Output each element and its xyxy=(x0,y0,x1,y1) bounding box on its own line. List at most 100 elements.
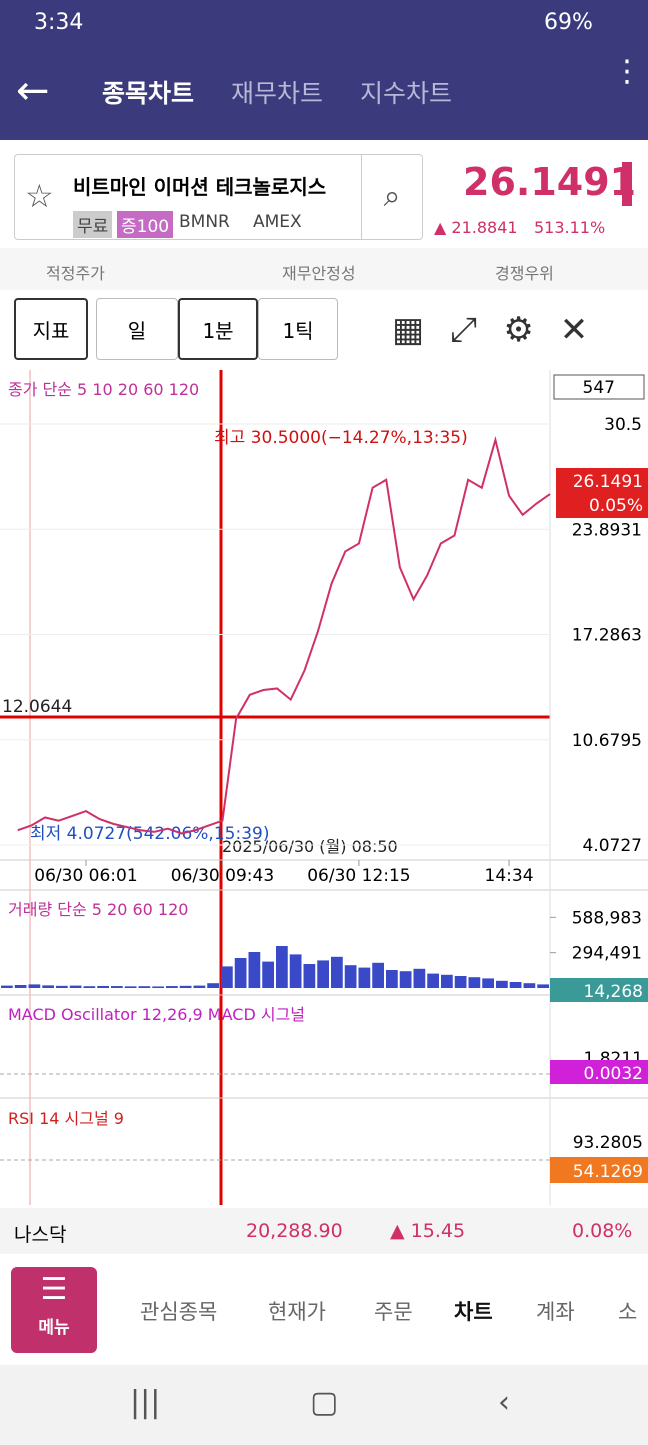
price-line xyxy=(17,436,551,835)
volume-bar xyxy=(537,984,549,988)
volume-bar xyxy=(386,970,398,988)
period-button[interactable]: 일 xyxy=(96,298,178,360)
change-pct: 513.11% xyxy=(534,218,606,237)
tab[interactable]: 종목차트 xyxy=(102,79,195,108)
back-button[interactable]: ← xyxy=(16,68,50,114)
rsi-last-box xyxy=(550,1157,648,1183)
volume-bar xyxy=(496,980,508,988)
x-tick-label: 06/30 06:01 xyxy=(34,866,137,886)
macd-legend: MACD Oscillator 12,26,9 MACD 시그널 xyxy=(8,1005,305,1024)
search-button[interactable]: ⌕ xyxy=(361,155,422,239)
period-button[interactable]: 1분 xyxy=(178,298,258,360)
chart: 종가 단순 5 10 20 60 120 547 최고 30.5000(−14.… xyxy=(0,370,648,1205)
volume-bar xyxy=(166,986,178,988)
volume-bar xyxy=(83,986,96,988)
y-tick-label: 23.8931 xyxy=(572,520,642,540)
high-annotation: 최고 30.5000(−14.27%,13:35) xyxy=(214,428,468,448)
info-tab[interactable]: 적정주가 xyxy=(46,264,105,283)
stock-box[interactable]: ☆ 비트마인 이머션 테크놀로지스 무료 증100 BMNR AMEX ⌕ xyxy=(14,154,423,240)
price: 26.1491 xyxy=(463,160,637,204)
volume-bar xyxy=(111,986,123,988)
ticker-price: 20,288.90 xyxy=(246,1220,343,1242)
system-nav: ||| ▢ ‹ xyxy=(0,1365,648,1445)
y-tick-label: 10.6795 xyxy=(572,731,642,751)
volume-bar xyxy=(482,978,494,988)
nav-item[interactable]: 주문 xyxy=(374,1300,413,1324)
macd-last-box xyxy=(550,1060,648,1084)
nav-item[interactable]: 관심종목 xyxy=(140,1300,218,1324)
tab[interactable]: 지수차트 xyxy=(360,79,453,108)
ticker-change: ▲ 15.45 xyxy=(390,1220,466,1242)
ticker[interactable]: 나스닥 20,288.90 ▲ 15.45 0.08% xyxy=(0,1208,648,1254)
tab[interactable]: 재무차트 xyxy=(231,79,324,108)
last-change: 0.05% xyxy=(589,496,643,516)
back-nav[interactable]: ‹ xyxy=(498,1385,510,1420)
macd-last: 0.0032 xyxy=(584,1064,643,1084)
x-tick-label: 06/30 12:15 xyxy=(307,866,410,886)
volume-bar xyxy=(262,961,274,988)
tag: BMNR xyxy=(179,212,230,232)
y-tick-label: 4.0727 xyxy=(583,836,642,856)
volume-bar xyxy=(1,985,13,988)
ticker-name: 나스닥 xyxy=(14,1224,67,1246)
x-tick-label: 14:34 xyxy=(485,866,534,886)
last-price: 26.1491 xyxy=(573,472,643,492)
toolbar-icons[interactable]: ▦⤢⚙✕ xyxy=(392,310,615,350)
volume-bar xyxy=(427,973,439,988)
volume-bar xyxy=(248,952,261,988)
star-icon[interactable]: ☆ xyxy=(25,177,54,215)
app-header: 3:34 69% ← 종목차트 재무차트 지수차트 ⋮ xyxy=(0,0,648,140)
menu-button[interactable]: ☰ 메뉴 xyxy=(11,1267,97,1353)
volume-bar xyxy=(331,956,343,988)
info-tab[interactable]: 재무안정성 xyxy=(282,264,356,283)
volume-bar xyxy=(344,965,357,988)
nav-item[interactable]: 현재가 xyxy=(268,1300,326,1324)
y-tick-label: 588,983 xyxy=(572,908,642,928)
volume-bar xyxy=(523,983,536,988)
volume-bar xyxy=(221,966,233,988)
nav-item[interactable]: 차트 xyxy=(454,1300,493,1324)
rsi-last: 54.1269 xyxy=(573,1162,643,1182)
tag: 증100 xyxy=(117,211,174,238)
volume-bar xyxy=(454,976,467,988)
volume-bar xyxy=(372,962,384,988)
indicator-button[interactable]: 지표 xyxy=(14,298,88,360)
volume-bar xyxy=(42,985,54,988)
volume-bar xyxy=(179,985,192,988)
volume-bar xyxy=(28,984,41,988)
volume-bar xyxy=(509,982,522,988)
home-button[interactable]: ▢ xyxy=(310,1385,339,1420)
low-annotation: 최저 4.0727(542.06%,15:39) xyxy=(30,824,269,844)
volume-bar xyxy=(234,958,247,988)
volume-bar xyxy=(276,946,288,988)
volume-last-box xyxy=(550,978,648,1002)
volume-bar xyxy=(193,985,206,988)
nav-item[interactable]: 계좌 xyxy=(536,1300,575,1324)
more-button[interactable]: ⋮ xyxy=(612,54,642,89)
volume-last: 14,268 xyxy=(584,982,643,1002)
volume-bar xyxy=(413,968,426,988)
rsi-tick: 93.2805 xyxy=(573,1133,643,1153)
volume-bar xyxy=(289,954,302,988)
legend: 종가 단순 5 10 20 60 120 xyxy=(8,380,199,399)
nav-item[interactable]: 소 xyxy=(618,1300,638,1324)
crosshair-time: 2025/06/30 (월) 08:50 xyxy=(222,837,398,856)
box xyxy=(553,374,645,400)
stock-name: 비트마인 이머션 테크놀로지스 xyxy=(73,175,327,199)
volume-legend: 거래량 단순 5 20 60 120 xyxy=(8,900,188,919)
y-tick-label: 17.2863 xyxy=(572,626,642,646)
recent-button[interactable]: ||| xyxy=(130,1385,161,1420)
volume-bar xyxy=(69,985,82,988)
volume-bar xyxy=(317,960,329,988)
menu-label: 메뉴 xyxy=(38,1318,70,1338)
info-tab[interactable]: 경쟁우위 xyxy=(495,264,554,283)
volume-bar xyxy=(56,985,68,988)
info-bar: 적정주가 재무안정성 경쟁우위 xyxy=(0,248,648,290)
period-button[interactable]: 1틱 xyxy=(258,298,338,360)
y-tick-label: 30.5 xyxy=(604,415,642,435)
x-tick-label: 06/30 09:43 xyxy=(171,866,274,886)
last-price-box xyxy=(556,468,648,518)
volume-bar xyxy=(358,967,371,988)
volume-bar xyxy=(303,964,316,988)
